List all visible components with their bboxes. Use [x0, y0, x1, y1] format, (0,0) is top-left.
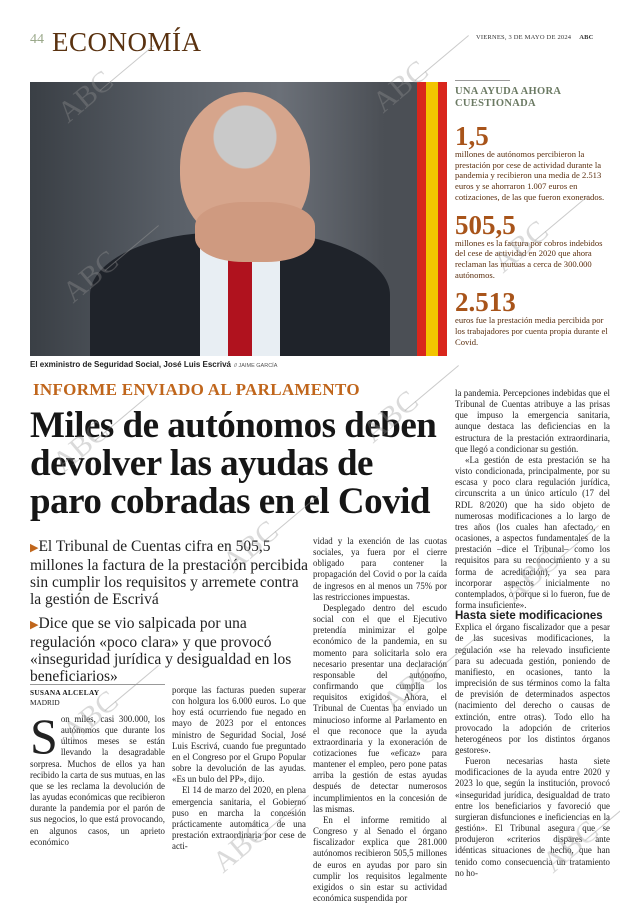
dropcap: S [30, 708, 58, 764]
date: VIERNES, 3 DE MAYO DE 2024 [476, 34, 572, 41]
triangle-bullet-icon: ▶ [30, 619, 39, 631]
paragraph: En el informe remitido al Congreso y al … [313, 814, 447, 903]
article-photo [30, 82, 447, 356]
kicker: INFORME ENVIADO AL PARLAMENTO [33, 380, 360, 399]
photo-hands [195, 202, 315, 262]
sidebar-title: UNA AYUDA AHORA CUESTIONADA [455, 86, 561, 109]
spanish-flag [417, 82, 447, 356]
summary-bullets: ▶El Tribunal de Cuentas cifra en 505,5 m… [30, 538, 310, 692]
paragraph: vidad y la exención de las cuotas social… [313, 536, 447, 602]
triangle-bullet-icon: ▶ [30, 542, 39, 554]
bullet-item: ▶El Tribunal de Cuentas cifra en 505,5 m… [30, 538, 310, 608]
body-column-3: vidad y la exención de las cuotas social… [313, 536, 447, 904]
watermark-line [414, 35, 469, 81]
bullet-text: Dice que se vio salpicada por una regula… [30, 615, 292, 685]
subheading: Hasta siete modificaciones [455, 610, 603, 623]
brand: ABC [579, 34, 594, 41]
paragraph: «La gestión de esta prestación se ha vis… [455, 454, 610, 610]
fact-number: 505,5 [455, 209, 516, 240]
body-column-2: porque las facturas pueden superar con h… [172, 685, 306, 852]
dateline: VIERNES, 3 DE MAYO DE 2024 ABC [476, 34, 594, 41]
bullet-item: ▶Dice que se vio salpicada por una regul… [30, 615, 310, 685]
paragraph: Explica el órgano fiscalizador que a pes… [455, 622, 610, 755]
fact-text: millones es la factura por cobros indebi… [455, 237, 603, 280]
paragraph: Fueron necesarias hasta siete modificaci… [455, 756, 610, 878]
fact-number: 1,5 [455, 121, 489, 151]
author: SUSANA ALCELAY [30, 688, 100, 697]
fact-text: millones de autónomos percibieron la pre… [455, 149, 605, 202]
sidebar-facts: UNA AYUDA AHORA CUESTIONADA 1,5 millones… [455, 80, 613, 347]
paragraph: porque las facturas pueden superar con h… [172, 685, 306, 785]
sidebar-rule [455, 80, 510, 81]
fact-number: 2.513 [455, 287, 516, 318]
byline: SUSANA ALCELAY MADRID [30, 688, 99, 708]
bullet-text: El Tribunal de Cuentas cifra en 505,5 mi… [30, 538, 309, 608]
byline-divider [30, 684, 165, 685]
headline: Miles de autónomos deben devolver las ay… [30, 405, 437, 522]
fact-text: euros fue la prestación media percibida … [455, 315, 608, 347]
paragraph: Desplegado dentro del escudo social con … [313, 602, 447, 814]
paragraph: El 14 de marzo del 2020, en plena emerge… [172, 785, 306, 852]
photo-caption: El exministro de Seguridad Social, José … [30, 360, 277, 369]
paragraph-text: on miles, casi 300.000, los autónomos qu… [30, 714, 165, 847]
body-column-4: la pandemia. Percepciones indebidas que … [455, 388, 610, 879]
page-number: 44 [30, 32, 44, 47]
paragraph: la pandemia. Percepciones indebidas que … [455, 388, 610, 454]
section-title: ECONOMÍA [52, 27, 202, 57]
caption-text: El exministro de Seguridad Social, José … [30, 360, 231, 369]
photo-credit: // JAIME GARCÍA [233, 363, 278, 369]
location: MADRID [30, 698, 60, 707]
